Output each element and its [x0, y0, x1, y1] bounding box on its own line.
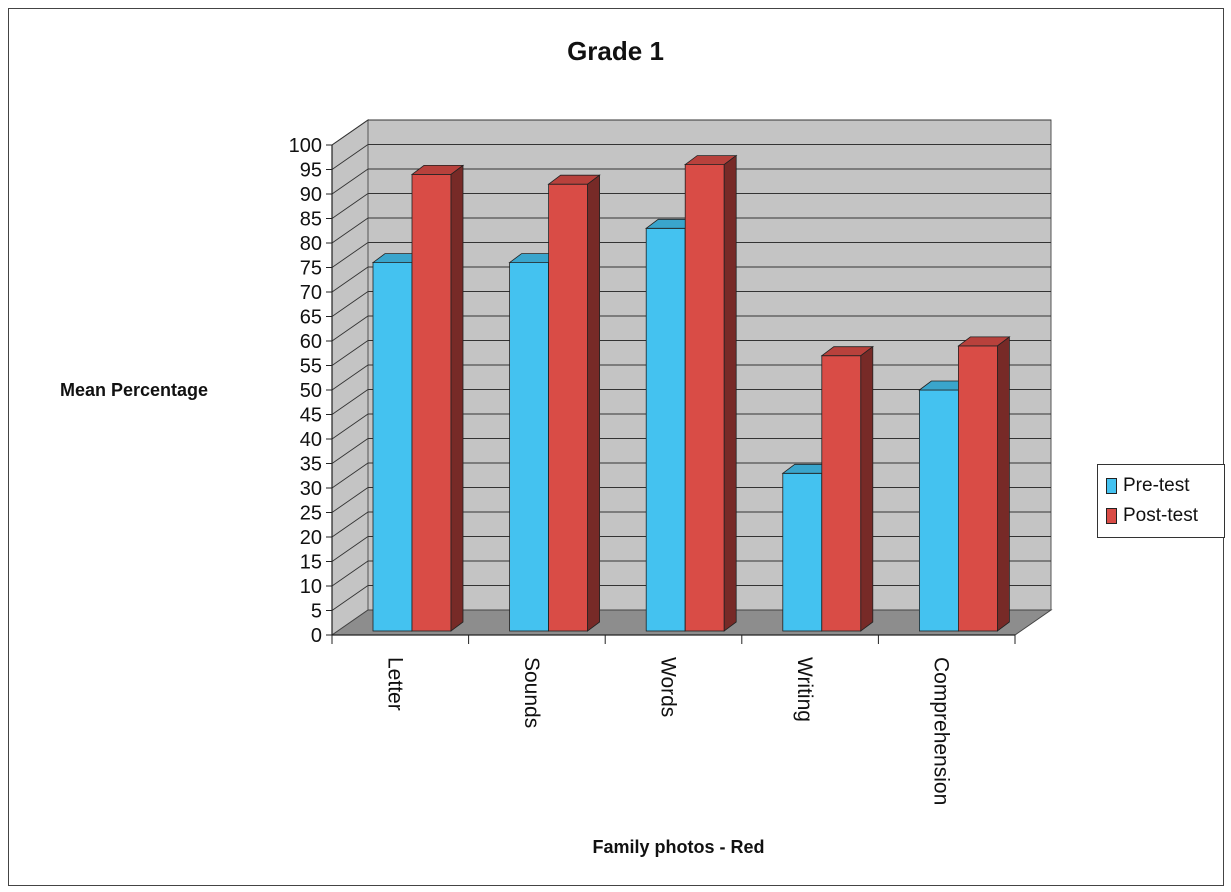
bar-posttest-side	[860, 345, 874, 632]
bar-posttest-front	[684, 164, 725, 632]
gridline-side	[331, 413, 369, 440]
x-tick-label: Sounds	[520, 657, 543, 728]
x-tick-label: Words	[657, 657, 680, 717]
gridline-side	[331, 242, 369, 268]
bar-posttest-side	[450, 164, 464, 632]
y-tick-label: 100	[289, 135, 322, 157]
y-tick-label: 45	[300, 405, 322, 427]
y-tick-label: 90	[300, 184, 322, 206]
x-tick-label: Letter	[383, 657, 406, 711]
gridline-side	[331, 364, 369, 391]
legend-item-posttest: Post-test	[1106, 505, 1198, 527]
gridline-side	[331, 266, 369, 293]
y-tick-label: 10	[300, 576, 322, 598]
legend-label-posttest: Post-test	[1123, 505, 1198, 526]
y-tick-label: 60	[300, 331, 322, 353]
y-tick-label: 20	[300, 527, 322, 549]
y-tick-label: 95	[300, 160, 322, 182]
gridline-side	[331, 462, 369, 489]
bar-posttest-front	[958, 345, 998, 632]
chart-title: Grade 1	[567, 36, 664, 66]
gridline-side	[331, 487, 369, 513]
bar-posttest-side	[997, 336, 1010, 632]
y-axis-label: Mean Percentage	[60, 380, 209, 400]
legend-label-pretest: Pre-test	[1123, 475, 1190, 496]
bar-pretest-front	[919, 389, 959, 632]
gridline-side	[331, 389, 369, 415]
gridline-side	[331, 193, 369, 219]
bar-posttest-front	[821, 355, 862, 632]
y-tick-label: 80	[300, 233, 322, 255]
y-tick-label: 30	[300, 478, 322, 500]
y-tick-label: 50	[300, 380, 322, 402]
gridline-side	[331, 168, 369, 195]
legend-swatch-posttest	[1106, 508, 1117, 524]
bar-pretest-front	[372, 262, 413, 632]
bar-pretest-front	[645, 227, 686, 632]
legend-item-pretest: Pre-test	[1106, 475, 1190, 497]
y-tick-label: 25	[300, 503, 322, 525]
x-tick-label: Comprehension	[930, 657, 953, 805]
legend-swatch-pretest	[1106, 478, 1117, 494]
y-tick-label: 15	[300, 552, 322, 574]
bar-posttest-side	[723, 154, 737, 632]
y-tick-label: 55	[300, 356, 322, 378]
gridline-side	[331, 119, 369, 146]
y-tick-label: 70	[300, 282, 322, 304]
gridline-side	[331, 315, 369, 342]
y-tick-label: 35	[300, 454, 322, 476]
y-tick-label: 85	[300, 209, 322, 231]
x-tick-label: Writing	[793, 657, 816, 722]
y-tick-label: 75	[300, 258, 322, 280]
bar-pretest-front	[509, 262, 550, 632]
gridline-side	[331, 217, 369, 244]
gridline-side	[331, 536, 369, 562]
y-tick-label: 0	[311, 625, 322, 647]
bar-posttest-front	[548, 183, 588, 632]
gridline-side	[331, 511, 369, 538]
bar-posttest-side	[587, 174, 600, 632]
y-tick-label: 40	[300, 429, 322, 451]
gridline-side	[331, 560, 369, 587]
gridline-side	[331, 438, 369, 464]
x-axis-label: Family photos - Red	[592, 837, 765, 857]
y-tick-label: 5	[311, 601, 322, 623]
gridline-side	[331, 144, 369, 170]
gridline-side	[331, 585, 369, 611]
gridline-side	[331, 291, 369, 317]
bar-pretest-front	[782, 472, 823, 632]
legend: Pre-test Post-test	[1097, 464, 1225, 538]
y-tick-label: 65	[300, 307, 322, 329]
gridline-side	[331, 340, 369, 366]
bar-posttest-front	[411, 173, 452, 632]
